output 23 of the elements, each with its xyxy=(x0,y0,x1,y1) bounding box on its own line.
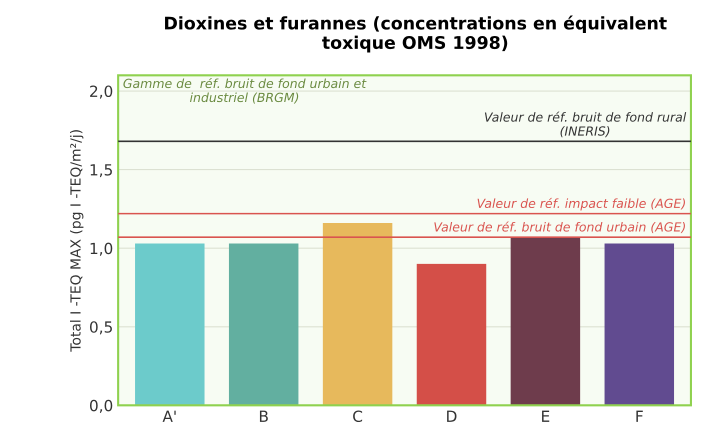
x-tick-label: D xyxy=(447,410,456,422)
x-tick-label: C xyxy=(353,410,362,422)
bar xyxy=(416,264,486,406)
bar xyxy=(510,237,580,406)
ref-line-label: Valeur de réf. impact faible (AGE) xyxy=(478,198,685,210)
x-tick-label: A' xyxy=(162,410,176,422)
band-label: Gamme de réf. bruit de fond urbain et industriel (BRGM) xyxy=(123,78,367,104)
y-tick-label: 1,5 xyxy=(90,164,112,178)
y-tick-label: 2,0 xyxy=(90,85,112,99)
y-tick-label: 1,0 xyxy=(90,242,112,256)
bar xyxy=(604,243,674,406)
x-tick-label: E xyxy=(542,410,550,422)
ref-line-label: Valeur de réf. bruit de fond rural (INERIS) xyxy=(484,112,686,138)
ref-line-label: Valeur de réf. bruit de fond urbain (AGE) xyxy=(434,221,685,234)
bar xyxy=(228,243,298,406)
x-tick-label: F xyxy=(636,410,643,422)
y-tick-label: 0,5 xyxy=(90,321,112,334)
bar xyxy=(322,223,392,406)
chart-title: Dioxines et furannes (concentrations en équivalent toxique OMS 1998) xyxy=(165,16,667,52)
bar xyxy=(135,243,205,406)
y-tick-label: 0,0 xyxy=(90,400,112,413)
x-tick-label: B xyxy=(260,410,268,422)
y-axis-title: Total I -TEQ MAX (pg I -TEQ/m²/j) xyxy=(70,130,84,352)
